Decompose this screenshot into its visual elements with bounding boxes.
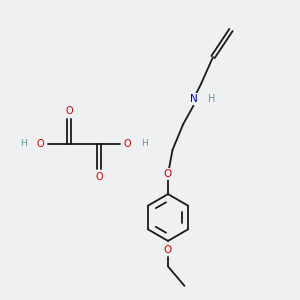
Text: O: O <box>124 139 131 149</box>
Text: O: O <box>164 169 172 179</box>
Text: O: O <box>164 245 172 255</box>
Text: H: H <box>21 140 27 148</box>
Text: O: O <box>37 139 44 149</box>
Text: N: N <box>190 94 197 104</box>
Text: H: H <box>208 94 215 104</box>
Text: O: O <box>65 106 73 116</box>
Text: O: O <box>95 172 103 182</box>
Text: H: H <box>141 140 147 148</box>
